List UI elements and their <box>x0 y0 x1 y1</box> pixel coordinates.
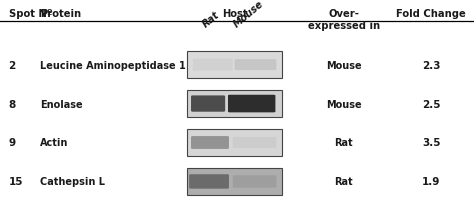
Text: Cathepsin L: Cathepsin L <box>40 177 105 186</box>
Text: Actin: Actin <box>40 138 69 148</box>
Text: Rat: Rat <box>334 177 353 186</box>
Text: Leucine Aminopeptidase 1: Leucine Aminopeptidase 1 <box>40 60 186 70</box>
Text: Over-
expressed in: Over- expressed in <box>308 9 380 31</box>
Text: Protein: Protein <box>40 9 82 19</box>
FancyBboxPatch shape <box>228 95 275 113</box>
FancyBboxPatch shape <box>189 174 229 189</box>
Bar <box>187 91 282 117</box>
Text: Spot Nº: Spot Nº <box>9 9 52 19</box>
Bar <box>187 52 282 79</box>
Text: 9: 9 <box>9 138 16 148</box>
FancyBboxPatch shape <box>193 59 233 71</box>
FancyBboxPatch shape <box>233 175 276 188</box>
Text: 15: 15 <box>9 177 23 186</box>
Text: Rat: Rat <box>201 10 221 30</box>
Text: Mouse: Mouse <box>326 99 362 109</box>
Text: Host: Host <box>222 9 247 19</box>
Text: Fold Change: Fold Change <box>396 9 466 19</box>
FancyBboxPatch shape <box>233 137 276 148</box>
Text: 1.9: 1.9 <box>422 177 440 186</box>
FancyBboxPatch shape <box>235 60 276 71</box>
Bar <box>187 168 282 195</box>
Text: 2.3: 2.3 <box>422 60 441 70</box>
Text: Mouse: Mouse <box>326 60 362 70</box>
Text: 3.5: 3.5 <box>422 138 441 148</box>
Text: Enolase: Enolase <box>40 99 83 109</box>
Bar <box>187 130 282 156</box>
Text: Mouse: Mouse <box>232 0 266 30</box>
Text: 8: 8 <box>9 99 16 109</box>
Text: 2: 2 <box>9 60 16 70</box>
FancyBboxPatch shape <box>191 136 229 149</box>
Text: 2.5: 2.5 <box>422 99 441 109</box>
FancyBboxPatch shape <box>191 96 225 112</box>
Text: Rat: Rat <box>334 138 353 148</box>
